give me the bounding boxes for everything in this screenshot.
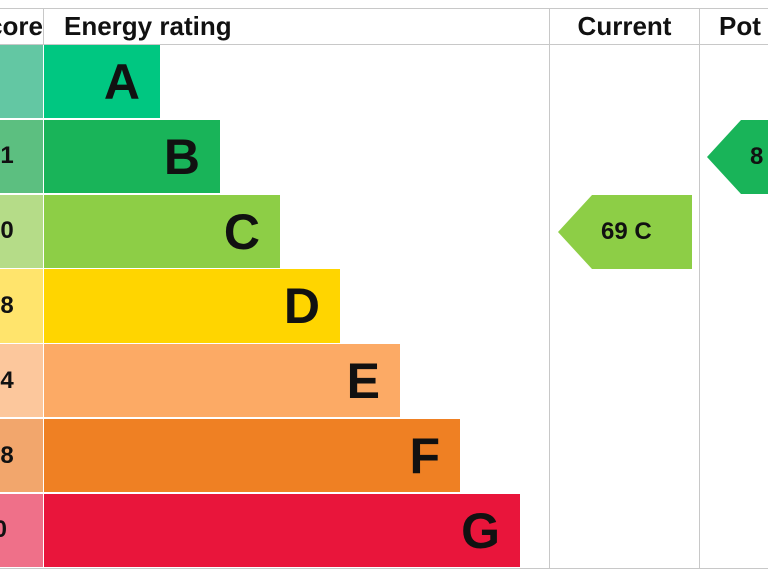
- potential-rating-label: 8: [750, 142, 764, 170]
- header-current: Current: [577, 11, 672, 41]
- rating-letter: C: [223, 203, 260, 260]
- score-cell: [0, 194, 43, 268]
- column-divider: [43, 8, 44, 45]
- rating-bar-d: D: [44, 269, 340, 343]
- current-rating-label: 69 C: [601, 217, 652, 245]
- score-range-label: 1-20: [0, 516, 8, 544]
- score-range-label: 21-38: [0, 441, 14, 469]
- score-cell: [0, 344, 43, 418]
- rating-bar-b: B: [44, 119, 220, 194]
- score-range-label: [0, 45, 43, 118]
- column-divider: [699, 8, 700, 569]
- score-range-label: 69-80: [0, 217, 14, 245]
- score-cell: [0, 119, 43, 194]
- score-cell: [0, 493, 43, 568]
- table-border-top: [0, 8, 768, 9]
- arrow-shape: [707, 119, 768, 194]
- rating-letter: A: [103, 54, 140, 110]
- arrow-shape: [558, 194, 692, 269]
- header-potential: Pot: [719, 11, 761, 41]
- score-range-label: 81-91: [0, 142, 14, 170]
- rating-bar-a: A: [44, 45, 160, 119]
- column-divider: [549, 8, 550, 569]
- rating-letter: D: [283, 278, 320, 335]
- score-range-label: 55-68: [0, 292, 14, 320]
- score-cell: [0, 269, 43, 343]
- rating-letter: E: [346, 353, 380, 410]
- score-range-label: 39-54: [0, 366, 14, 394]
- table-border-bottom: [0, 568, 768, 569]
- potential-rating-arrow: 8: [707, 119, 768, 194]
- header-energy-rating: Energy rating: [64, 11, 232, 41]
- rating-bar-f: F: [44, 419, 460, 493]
- header-divider: [0, 44, 768, 45]
- rating-letter: F: [409, 428, 440, 484]
- rating-letter: G: [461, 502, 500, 559]
- score-cell: [0, 45, 43, 119]
- current-rating-arrow: 69 C: [558, 194, 692, 269]
- rating-bar-g: G: [44, 493, 520, 568]
- rating-bar-e: E: [44, 344, 400, 418]
- score-cell: [0, 419, 43, 493]
- rating-letter: B: [163, 128, 200, 185]
- rating-bar-c: C: [44, 194, 280, 268]
- header-score: Score: [0, 11, 43, 41]
